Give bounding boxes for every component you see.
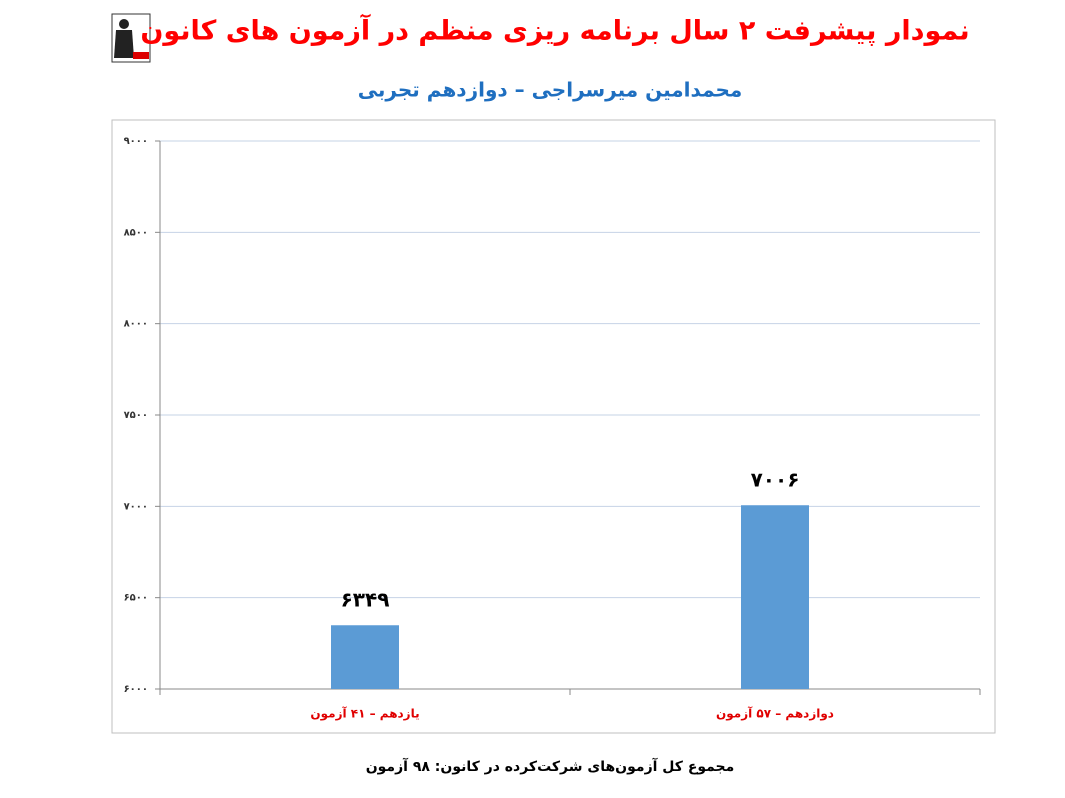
footer-note: مجموع کل آزمون‌های شرکت‌کرده در کانون: ۹… xyxy=(366,757,735,775)
data-label: ۷۰۰۶ xyxy=(751,468,800,492)
y-tick-label: ۸۰۰۰ xyxy=(124,319,148,330)
bar xyxy=(331,625,399,689)
logo xyxy=(111,13,151,63)
y-tick-label: ۶۰۰۰ xyxy=(124,684,148,695)
bar xyxy=(741,505,809,689)
x-tick-label: دوازدهم – ۵۷ آزمون xyxy=(716,706,834,722)
chart-title: نمودار پیشرفت ۲ سال برنامه ریزی منظم در … xyxy=(140,14,969,47)
y-tick-label: ۸۵۰۰ xyxy=(124,227,148,238)
chart-frame xyxy=(111,119,996,734)
data-label: ۶۳۴۹ xyxy=(341,588,390,612)
y-tick-label: ۶۵۰۰ xyxy=(124,593,148,604)
chart-subtitle: محمدامین میرسراجی – دوازدهم تجربی xyxy=(358,78,743,102)
y-tick-label: ۷۵۰۰ xyxy=(124,410,148,421)
y-tick-label: ۷۰۰۰ xyxy=(124,501,148,512)
x-tick-label: یازدهم – ۴۱ آزمون xyxy=(310,706,419,722)
y-tick-label: ۹۰۰۰ xyxy=(124,136,148,147)
